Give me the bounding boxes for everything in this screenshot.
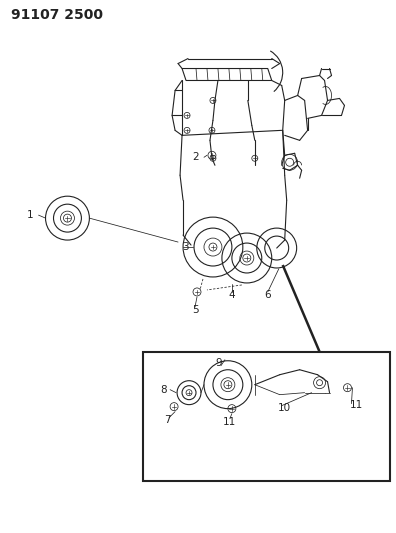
Text: 7: 7 (164, 415, 170, 425)
Text: 4: 4 (228, 290, 235, 300)
Text: 1: 1 (27, 210, 34, 220)
Text: 91107 2500: 91107 2500 (11, 7, 103, 22)
Text: 10: 10 (278, 402, 291, 413)
Text: 8: 8 (160, 385, 166, 394)
Text: 5: 5 (192, 305, 198, 315)
Text: 11: 11 (223, 417, 236, 426)
Text: 6: 6 (265, 290, 271, 300)
Text: 11: 11 (350, 400, 363, 410)
Text: 9: 9 (215, 358, 222, 368)
Text: 2: 2 (193, 152, 199, 162)
Text: 3: 3 (182, 242, 188, 252)
Bar (143, 352, 390, 481)
